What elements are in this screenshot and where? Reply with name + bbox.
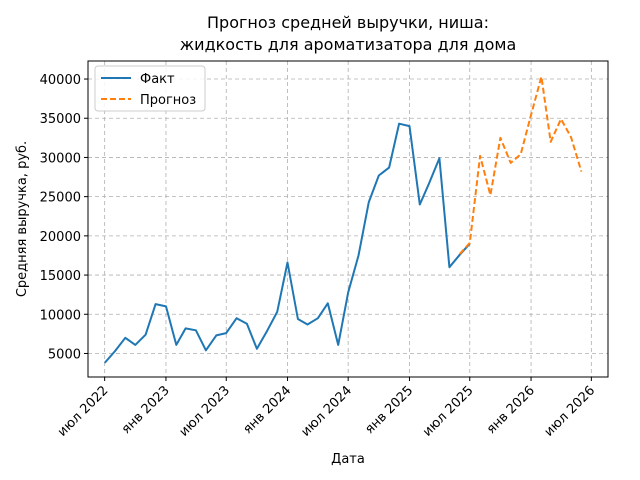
grid <box>88 61 608 377</box>
series-line-forecast <box>459 75 583 255</box>
series-layer <box>103 75 583 364</box>
x-axis-label: Дата <box>331 452 365 467</box>
y-tick-label: 25000 <box>40 191 81 206</box>
legend-label-fact: Факт <box>140 72 175 87</box>
series-line-fact <box>103 122 471 364</box>
legend-label-forecast: Прогноз <box>140 93 196 108</box>
y-tick-label: 35000 <box>40 112 81 127</box>
legend: Факт Прогноз <box>94 65 206 112</box>
chart-title-line2: жидкость для ароматизатора для дома <box>180 35 517 54</box>
y-tick-label: 15000 <box>40 269 81 284</box>
y-tick-label: 5000 <box>48 347 81 362</box>
y-tick-label: 30000 <box>40 151 81 166</box>
y-axis-label: Средняя выручка, руб. <box>15 141 30 297</box>
chart-title-line1: Прогноз средней выручки, ниша: <box>207 13 489 32</box>
y-tick-label: 40000 <box>40 73 81 88</box>
y-tick-label: 20000 <box>40 230 81 245</box>
y-tick-label: 10000 <box>40 308 81 323</box>
